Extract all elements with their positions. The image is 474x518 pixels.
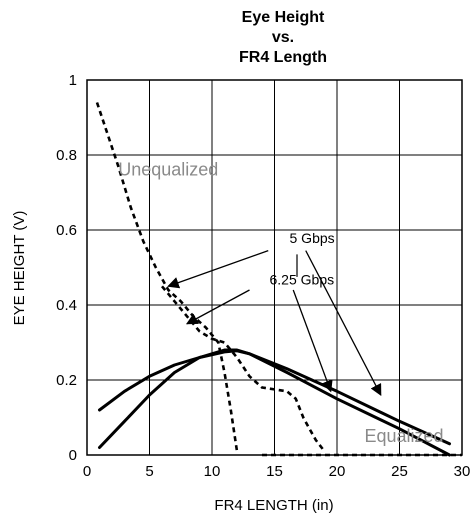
series-line-dashed-1 — [161, 285, 326, 453]
axes: 0 5 10 15 20 25 30 0 0.2 0.4 0.6 0.8 1 — [56, 72, 470, 480]
annotation-label: 6.25 Gbps — [270, 271, 335, 287]
x-tick-label: 20 — [329, 463, 346, 480]
annotation-label: 5 Gbps — [290, 230, 335, 246]
y-tick-label: 0.6 — [56, 222, 77, 239]
chart-title-line-3: FR4 Length — [239, 49, 327, 66]
grid — [86, 79, 463, 456]
x-tick-label: 10 — [204, 463, 221, 480]
x-axis-label: FR4 LENGTH (in) — [214, 497, 333, 514]
annotation-arrow-0 — [167, 250, 269, 289]
annotations: Unequalized Equalized 5 Gbps 6.25 Gbps — [118, 160, 443, 446]
series-line-solid-4 — [98, 348, 451, 457]
chart-title-line-1: Eye Height — [242, 9, 325, 26]
series-line-dashed-0 — [95, 102, 239, 452]
annotation-label: Unequalized — [118, 160, 218, 180]
y-tick-label: 0.2 — [56, 372, 77, 389]
x-tick-label: 25 — [391, 463, 408, 480]
y-tick-label: 0.4 — [56, 297, 77, 314]
annotation-arrow-1 — [305, 250, 382, 397]
y-tick-label: 1 — [69, 72, 77, 89]
annotation-label: Equalized — [365, 426, 444, 446]
x-tick-label: 5 — [145, 463, 153, 480]
y-tick-label: 0.8 — [56, 147, 77, 164]
x-tick-label: 0 — [83, 463, 91, 480]
chart-title-line-2: vs. — [272, 29, 294, 46]
y-axis-label: EYE HEIGHT (V) — [11, 211, 28, 326]
annotation-arrow-2 — [185, 289, 250, 325]
y-tick-label: 0 — [69, 447, 77, 464]
annotation-arrow-3 — [292, 289, 333, 393]
annotation-arrows — [167, 250, 382, 397]
x-tick-label: 30 — [454, 463, 471, 480]
x-tick-label: 15 — [266, 463, 283, 480]
